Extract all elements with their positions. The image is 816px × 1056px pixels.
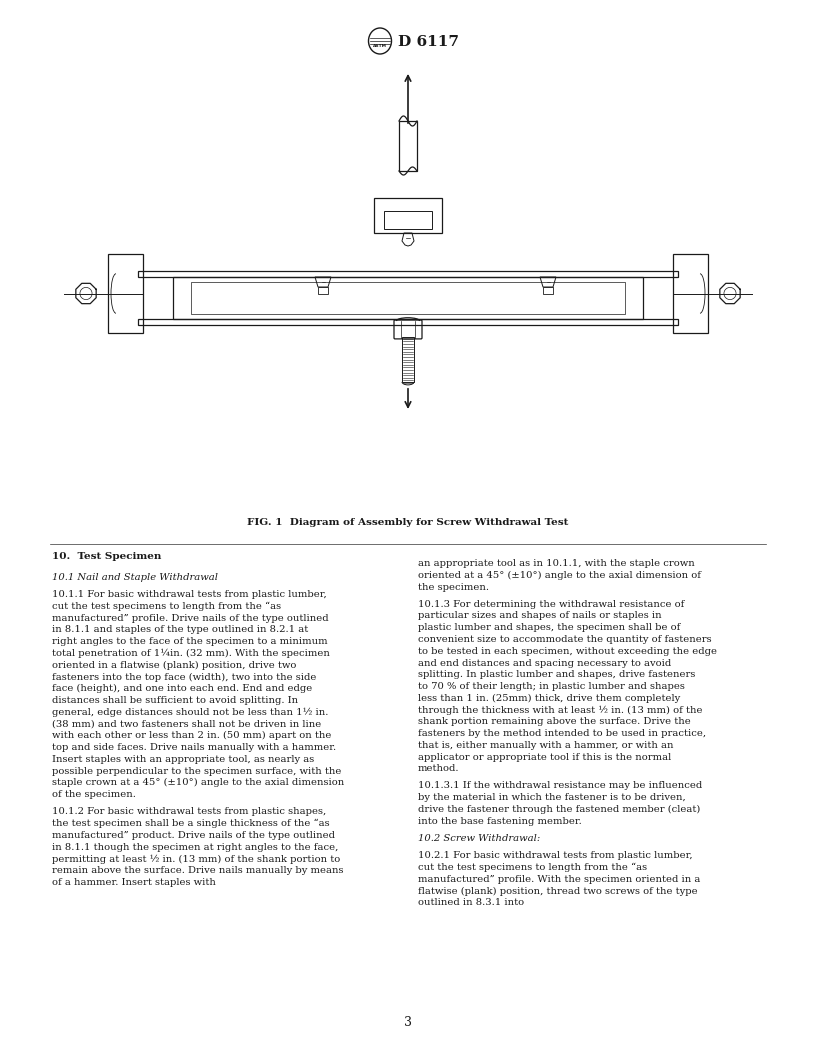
- Text: that is, either manually with a hammer, or with an: that is, either manually with a hammer, …: [418, 740, 673, 750]
- Text: 10.1.2 For basic withdrawal tests from plastic shapes,: 10.1.2 For basic withdrawal tests from p…: [52, 807, 326, 816]
- Text: 10.  Test Specimen: 10. Test Specimen: [52, 552, 162, 561]
- Text: FIG. 1  Diagram of Assembly for Screw Withdrawal Test: FIG. 1 Diagram of Assembly for Screw Wit…: [247, 518, 569, 527]
- Text: 10.1 Nail and Staple Withdrawal: 10.1 Nail and Staple Withdrawal: [52, 573, 218, 582]
- Text: (38 mm) and two fasteners shall not be driven in line: (38 mm) and two fasteners shall not be d…: [52, 719, 322, 729]
- Text: top and side faces. Drive nails manually with a hammer.: top and side faces. Drive nails manually…: [52, 743, 336, 752]
- Text: of the specimen.: of the specimen.: [52, 790, 136, 799]
- Text: in 8.1.1 though the specimen at right angles to the face,: in 8.1.1 though the specimen at right an…: [52, 843, 339, 851]
- Bar: [384, 211, 432, 229]
- Text: in 8.1.1 and staples of the type outlined in 8.2.1 at: in 8.1.1 and staples of the type outline…: [52, 625, 308, 635]
- Text: face (height), and one into each end. End and edge: face (height), and one into each end. En…: [52, 684, 313, 694]
- Text: method.: method.: [418, 765, 459, 773]
- Text: the test specimen shall be a single thickness of the “as: the test specimen shall be a single thic…: [52, 819, 330, 828]
- Text: staple crown at a 45° (±10°) angle to the axial dimension: staple crown at a 45° (±10°) angle to th…: [52, 778, 344, 788]
- Text: distances shall be sufficient to avoid splitting. In: distances shall be sufficient to avoid s…: [52, 696, 298, 705]
- Text: through the thickness with at least ½ in. (13 mm) of the: through the thickness with at least ½ in…: [418, 705, 703, 715]
- Bar: [173, 277, 643, 319]
- Bar: [138, 319, 678, 325]
- Text: oriented at a 45° (±10°) angle to the axial dimension of: oriented at a 45° (±10°) angle to the ax…: [418, 570, 701, 580]
- Text: into the base fastening member.: into the base fastening member.: [418, 816, 582, 826]
- Text: Insert staples with an appropriate tool, as nearly as: Insert staples with an appropriate tool,…: [52, 755, 314, 763]
- Text: fasteners into the top face (width), two into the side: fasteners into the top face (width), two…: [52, 673, 317, 681]
- Text: 10.1.3 For determining the withdrawal resistance of: 10.1.3 For determining the withdrawal re…: [418, 600, 685, 608]
- Text: an appropriate tool as in 10.1.1, with the staple crown: an appropriate tool as in 10.1.1, with t…: [418, 559, 694, 568]
- Text: plastic lumber and shapes, the specimen shall be of: plastic lumber and shapes, the specimen …: [418, 623, 681, 633]
- Text: manufactured” profile. Drive nails of the type outlined: manufactured” profile. Drive nails of th…: [52, 614, 329, 623]
- Bar: [543, 287, 553, 294]
- Text: applicator or appropriate tool if this is the normal: applicator or appropriate tool if this i…: [418, 753, 672, 761]
- Text: drive the fastener through the fastened member (cleat): drive the fastener through the fastened …: [418, 805, 700, 814]
- Text: to be tested in each specimen, without exceeding the edge: to be tested in each specimen, without e…: [418, 646, 717, 656]
- Text: manufactured” profile. With the specimen oriented in a: manufactured” profile. With the specimen…: [418, 874, 700, 884]
- Text: fasteners by the method intended to be used in practice,: fasteners by the method intended to be u…: [418, 729, 706, 738]
- Text: D 6117: D 6117: [398, 35, 459, 49]
- Text: possible perpendicular to the specimen surface, with the: possible perpendicular to the specimen s…: [52, 767, 341, 775]
- Text: outlined in 8.3.1 into: outlined in 8.3.1 into: [418, 899, 524, 907]
- Text: total penetration of 1¼in. (32 mm). With the specimen: total penetration of 1¼in. (32 mm). With…: [52, 649, 330, 658]
- Bar: [318, 287, 328, 294]
- Text: cut the test specimens to length from the “as: cut the test specimens to length from th…: [418, 863, 647, 872]
- Text: 10.2.1 For basic withdrawal tests from plastic lumber,: 10.2.1 For basic withdrawal tests from p…: [418, 851, 693, 861]
- Text: right angles to the face of the specimen to a minimum: right angles to the face of the specimen…: [52, 637, 328, 646]
- Text: by the material in which the fastener is to be driven,: by the material in which the fastener is…: [418, 793, 685, 803]
- Text: 10.1.3.1 If the withdrawal resistance may be influenced: 10.1.3.1 If the withdrawal resistance ma…: [418, 781, 703, 791]
- Text: cut the test specimens to length from the “as: cut the test specimens to length from th…: [52, 602, 282, 611]
- Text: oriented in a flatwise (plank) position, drive two: oriented in a flatwise (plank) position,…: [52, 661, 296, 670]
- Text: 10.1.1 For basic withdrawal tests from plastic lumber,: 10.1.1 For basic withdrawal tests from p…: [52, 590, 326, 599]
- Bar: [108, 254, 143, 333]
- Text: 10.2 Screw Withdrawal:: 10.2 Screw Withdrawal:: [418, 834, 540, 843]
- Bar: [138, 271, 678, 277]
- Text: with each other or less than 2 in. (50 mm) apart on the: with each other or less than 2 in. (50 m…: [52, 731, 331, 740]
- Text: of a hammer. Insert staples with: of a hammer. Insert staples with: [52, 878, 216, 887]
- Bar: [673, 254, 708, 333]
- Bar: [191, 282, 625, 314]
- Text: less than 1 in. (25mm) thick, drive them completely: less than 1 in. (25mm) thick, drive them…: [418, 694, 681, 703]
- Text: ASTM: ASTM: [373, 44, 387, 48]
- Text: particular sizes and shapes of nails or staples in: particular sizes and shapes of nails or …: [418, 611, 662, 621]
- Bar: [402, 337, 414, 382]
- Text: to 70 % of their length; in plastic lumber and shapes: to 70 % of their length; in plastic lumb…: [418, 682, 685, 691]
- Text: convenient size to accommodate the quantity of fasteners: convenient size to accommodate the quant…: [418, 635, 712, 644]
- Bar: [399, 121, 417, 171]
- Text: 3: 3: [404, 1017, 412, 1030]
- Bar: [374, 199, 442, 233]
- Text: general, edge distances should not be less than 1½ in.: general, edge distances should not be le…: [52, 708, 328, 717]
- Text: splitting. In plastic lumber and shapes, drive fasteners: splitting. In plastic lumber and shapes,…: [418, 671, 695, 679]
- Text: and end distances and spacing necessary to avoid: and end distances and spacing necessary …: [418, 659, 672, 667]
- Text: permitting at least ½ in. (13 mm) of the shank portion to: permitting at least ½ in. (13 mm) of the…: [52, 854, 340, 864]
- Text: the specimen.: the specimen.: [418, 583, 489, 591]
- Text: remain above the surface. Drive nails manually by means: remain above the surface. Drive nails ma…: [52, 866, 344, 875]
- Text: flatwise (plank) position, thread two screws of the type: flatwise (plank) position, thread two sc…: [418, 886, 698, 895]
- Text: shank portion remaining above the surface. Drive the: shank portion remaining above the surfac…: [418, 717, 691, 727]
- Text: manufactured” product. Drive nails of the type outlined: manufactured” product. Drive nails of th…: [52, 831, 335, 840]
